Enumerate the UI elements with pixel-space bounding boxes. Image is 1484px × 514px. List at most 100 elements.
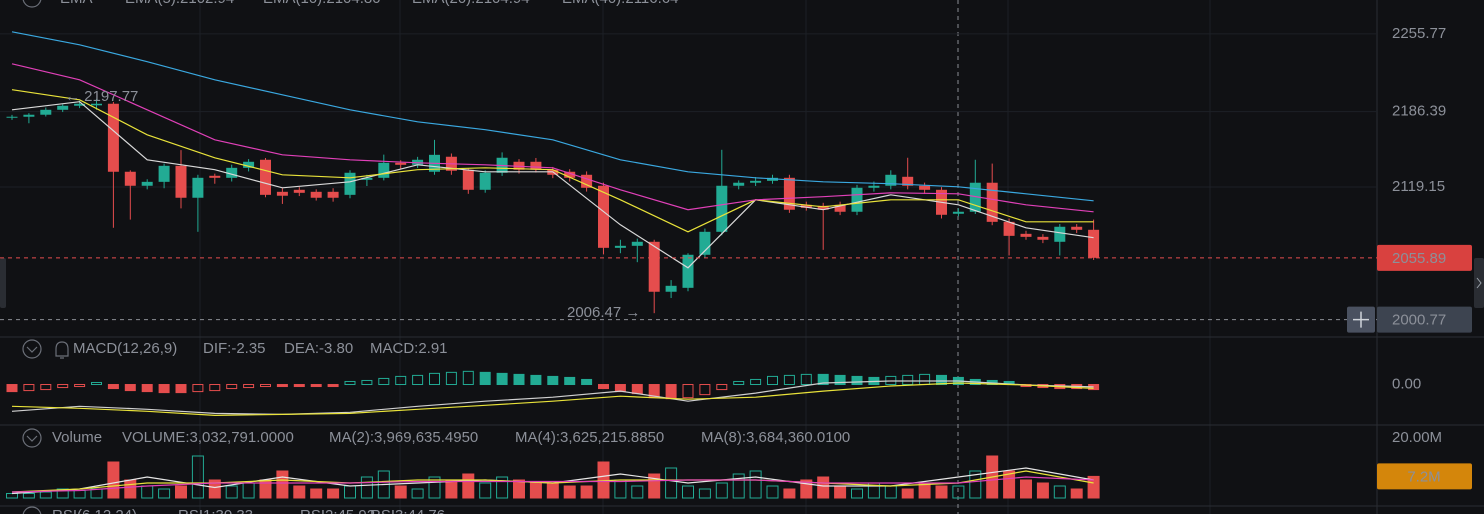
candle-body — [226, 167, 238, 178]
indicator-line — [11, 380, 1094, 416]
volume-bar — [1087, 475, 1100, 499]
volume-bar — [225, 485, 238, 499]
macd-bar — [276, 384, 288, 388]
volume-bar — [310, 488, 323, 499]
candle-body — [175, 165, 187, 198]
candle-body — [919, 185, 931, 190]
volume-bar — [276, 470, 289, 499]
y-tick-label: 2255.77 — [1392, 25, 1446, 42]
macd-bar — [631, 384, 643, 395]
legend-entry: RSI2:45.92 — [300, 507, 375, 514]
volume-bar — [783, 488, 796, 499]
candle-body — [310, 191, 322, 198]
candle-body — [158, 165, 170, 182]
collapse-button[interactable] — [22, 428, 42, 448]
indicator-line — [11, 470, 1094, 493]
candle-body — [1054, 226, 1066, 242]
macd-bar — [107, 384, 119, 390]
candle-body — [91, 103, 102, 106]
volume-bar — [546, 482, 559, 499]
candle-body — [40, 109, 52, 115]
candle-body — [834, 204, 846, 212]
crosshair-tag — [1377, 306, 1472, 333]
candle-body — [969, 182, 981, 212]
macd-bar — [581, 378, 593, 386]
candle-body — [361, 177, 373, 180]
plus-icon — [1353, 311, 1369, 328]
side-tab[interactable] — [0, 258, 6, 308]
candle-body — [1088, 229, 1100, 258]
macd-bar — [260, 384, 271, 388]
candle-body — [344, 172, 356, 195]
macd-bar — [226, 384, 238, 390]
candle-body — [530, 161, 542, 170]
candle-body — [581, 174, 593, 188]
volume-bar — [22, 493, 35, 499]
macd-bar — [733, 380, 745, 386]
candle-body — [648, 241, 660, 292]
legend-entry: RSI3:44.76 — [370, 507, 445, 514]
macd-bar — [851, 375, 863, 386]
volume-bar — [901, 488, 914, 499]
macd-bar — [479, 371, 491, 386]
volume-bar — [665, 467, 678, 499]
macd-bar — [158, 384, 170, 394]
indicator-line — [11, 101, 1094, 269]
macd-bar — [716, 384, 728, 391]
macd-bar — [23, 384, 35, 392]
pane-icons — [22, 0, 69, 514]
macd-bar — [361, 379, 373, 386]
candle-body — [23, 114, 35, 117]
candle-body — [800, 204, 812, 208]
legend-entry: MA(2):3,969,635.4950 — [329, 429, 478, 446]
collapse-button[interactable] — [22, 339, 42, 359]
volume-bar — [834, 485, 847, 499]
indicator-line — [11, 31, 1094, 202]
candle-body — [479, 172, 491, 190]
volume-bar — [158, 488, 171, 499]
crosshair-label: 2000.77 — [1392, 312, 1446, 329]
macd-bar — [750, 378, 762, 386]
macd-bar — [564, 376, 576, 386]
volume-bar — [698, 488, 711, 499]
macd-bar — [412, 374, 424, 386]
side-tab[interactable] — [1474, 258, 1484, 308]
legend-entry: MACD:2.91 — [370, 340, 448, 357]
last-price-label: 2055.89 — [1392, 250, 1446, 267]
volume-bar — [732, 473, 745, 499]
macd-bar — [462, 370, 474, 386]
candle-body — [124, 171, 136, 186]
macd-bar — [57, 384, 69, 389]
vertical-grid — [199, 0, 1211, 514]
collapse-button[interactable] — [22, 506, 42, 514]
candle-body — [1037, 236, 1049, 240]
volume-bar — [1070, 488, 1083, 499]
volume-bar — [1020, 479, 1032, 499]
indicator-title: EMA — [60, 0, 93, 7]
legend-entry: MA(8):3,684,360.0100 — [701, 429, 850, 446]
legend-entry: DIF:-2.35 — [203, 340, 266, 357]
volume-bar — [513, 479, 525, 499]
candle-body — [141, 181, 153, 186]
candle-body — [57, 105, 69, 110]
macd-bar — [767, 375, 778, 386]
collapse-button[interactable] — [22, 0, 42, 8]
volume-bar — [360, 476, 373, 499]
candle-body — [699, 231, 711, 255]
y-tick-label: 2186.39 — [1392, 103, 1446, 120]
legend-entry: MA(4):3,625,215.8850 — [515, 429, 664, 446]
last-price-tag — [1377, 244, 1472, 271]
macd-bar — [429, 372, 440, 386]
macd-bar — [800, 373, 812, 386]
candle-body — [107, 103, 119, 172]
volume-bar — [529, 482, 542, 499]
bell-icon — [55, 341, 69, 359]
volume-bar — [411, 488, 424, 499]
volume-bar — [1053, 485, 1066, 499]
volume-bar — [935, 485, 948, 499]
indicator-title: RSI(6,12,24) — [52, 507, 137, 514]
macd-bar — [936, 374, 947, 386]
volume-bar — [39, 491, 52, 499]
